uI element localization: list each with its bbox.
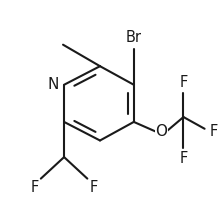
Text: F: F (90, 181, 98, 195)
Text: F: F (179, 151, 188, 166)
Text: N: N (48, 77, 59, 92)
Text: F: F (209, 124, 218, 139)
Text: Br: Br (126, 30, 142, 45)
Text: F: F (179, 75, 188, 90)
Text: F: F (30, 181, 39, 195)
Text: O: O (155, 124, 167, 139)
